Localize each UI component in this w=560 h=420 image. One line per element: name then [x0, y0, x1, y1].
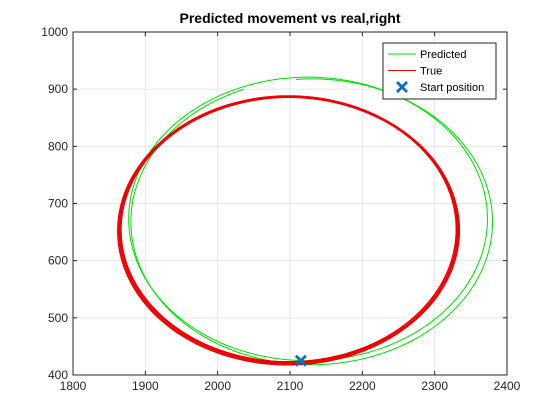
- x-tick-label: 2100: [277, 379, 304, 393]
- plot-area: [117, 76, 494, 367]
- x-tick-label: 2400: [494, 379, 521, 393]
- chart-title: Predicted movement vs real,right: [180, 10, 401, 26]
- series-line-predicted: [130, 78, 494, 366]
- x-tick-label: 2000: [204, 379, 231, 393]
- y-tick-label: 500: [48, 311, 68, 325]
- x-tick-label: 1900: [132, 379, 159, 393]
- legend-label: True: [420, 66, 442, 78]
- x-tick-label: 2200: [349, 379, 376, 393]
- y-tick-label: 700: [48, 197, 68, 211]
- series-line-true: [119, 96, 461, 365]
- x-tick-label: 2300: [421, 379, 448, 393]
- x-tick-label: 1800: [60, 379, 87, 393]
- y-tick-label: 900: [48, 82, 68, 96]
- y-tick-label: 1000: [41, 25, 68, 39]
- y-tick-label: 400: [48, 368, 68, 382]
- legend-swatch-start-position: [396, 81, 408, 93]
- y-tick-label: 800: [48, 139, 68, 153]
- legend-label: Predicted: [420, 49, 466, 61]
- axes: 1800 1900 2000 2100 2200 2300 2400 400 500 600 700…: [41, 25, 520, 393]
- legend-label: Start position: [420, 82, 484, 94]
- start-position-marker: [294, 354, 307, 367]
- legend: Predicted True Start position: [382, 42, 497, 100]
- y-tick-label: 600: [48, 254, 68, 268]
